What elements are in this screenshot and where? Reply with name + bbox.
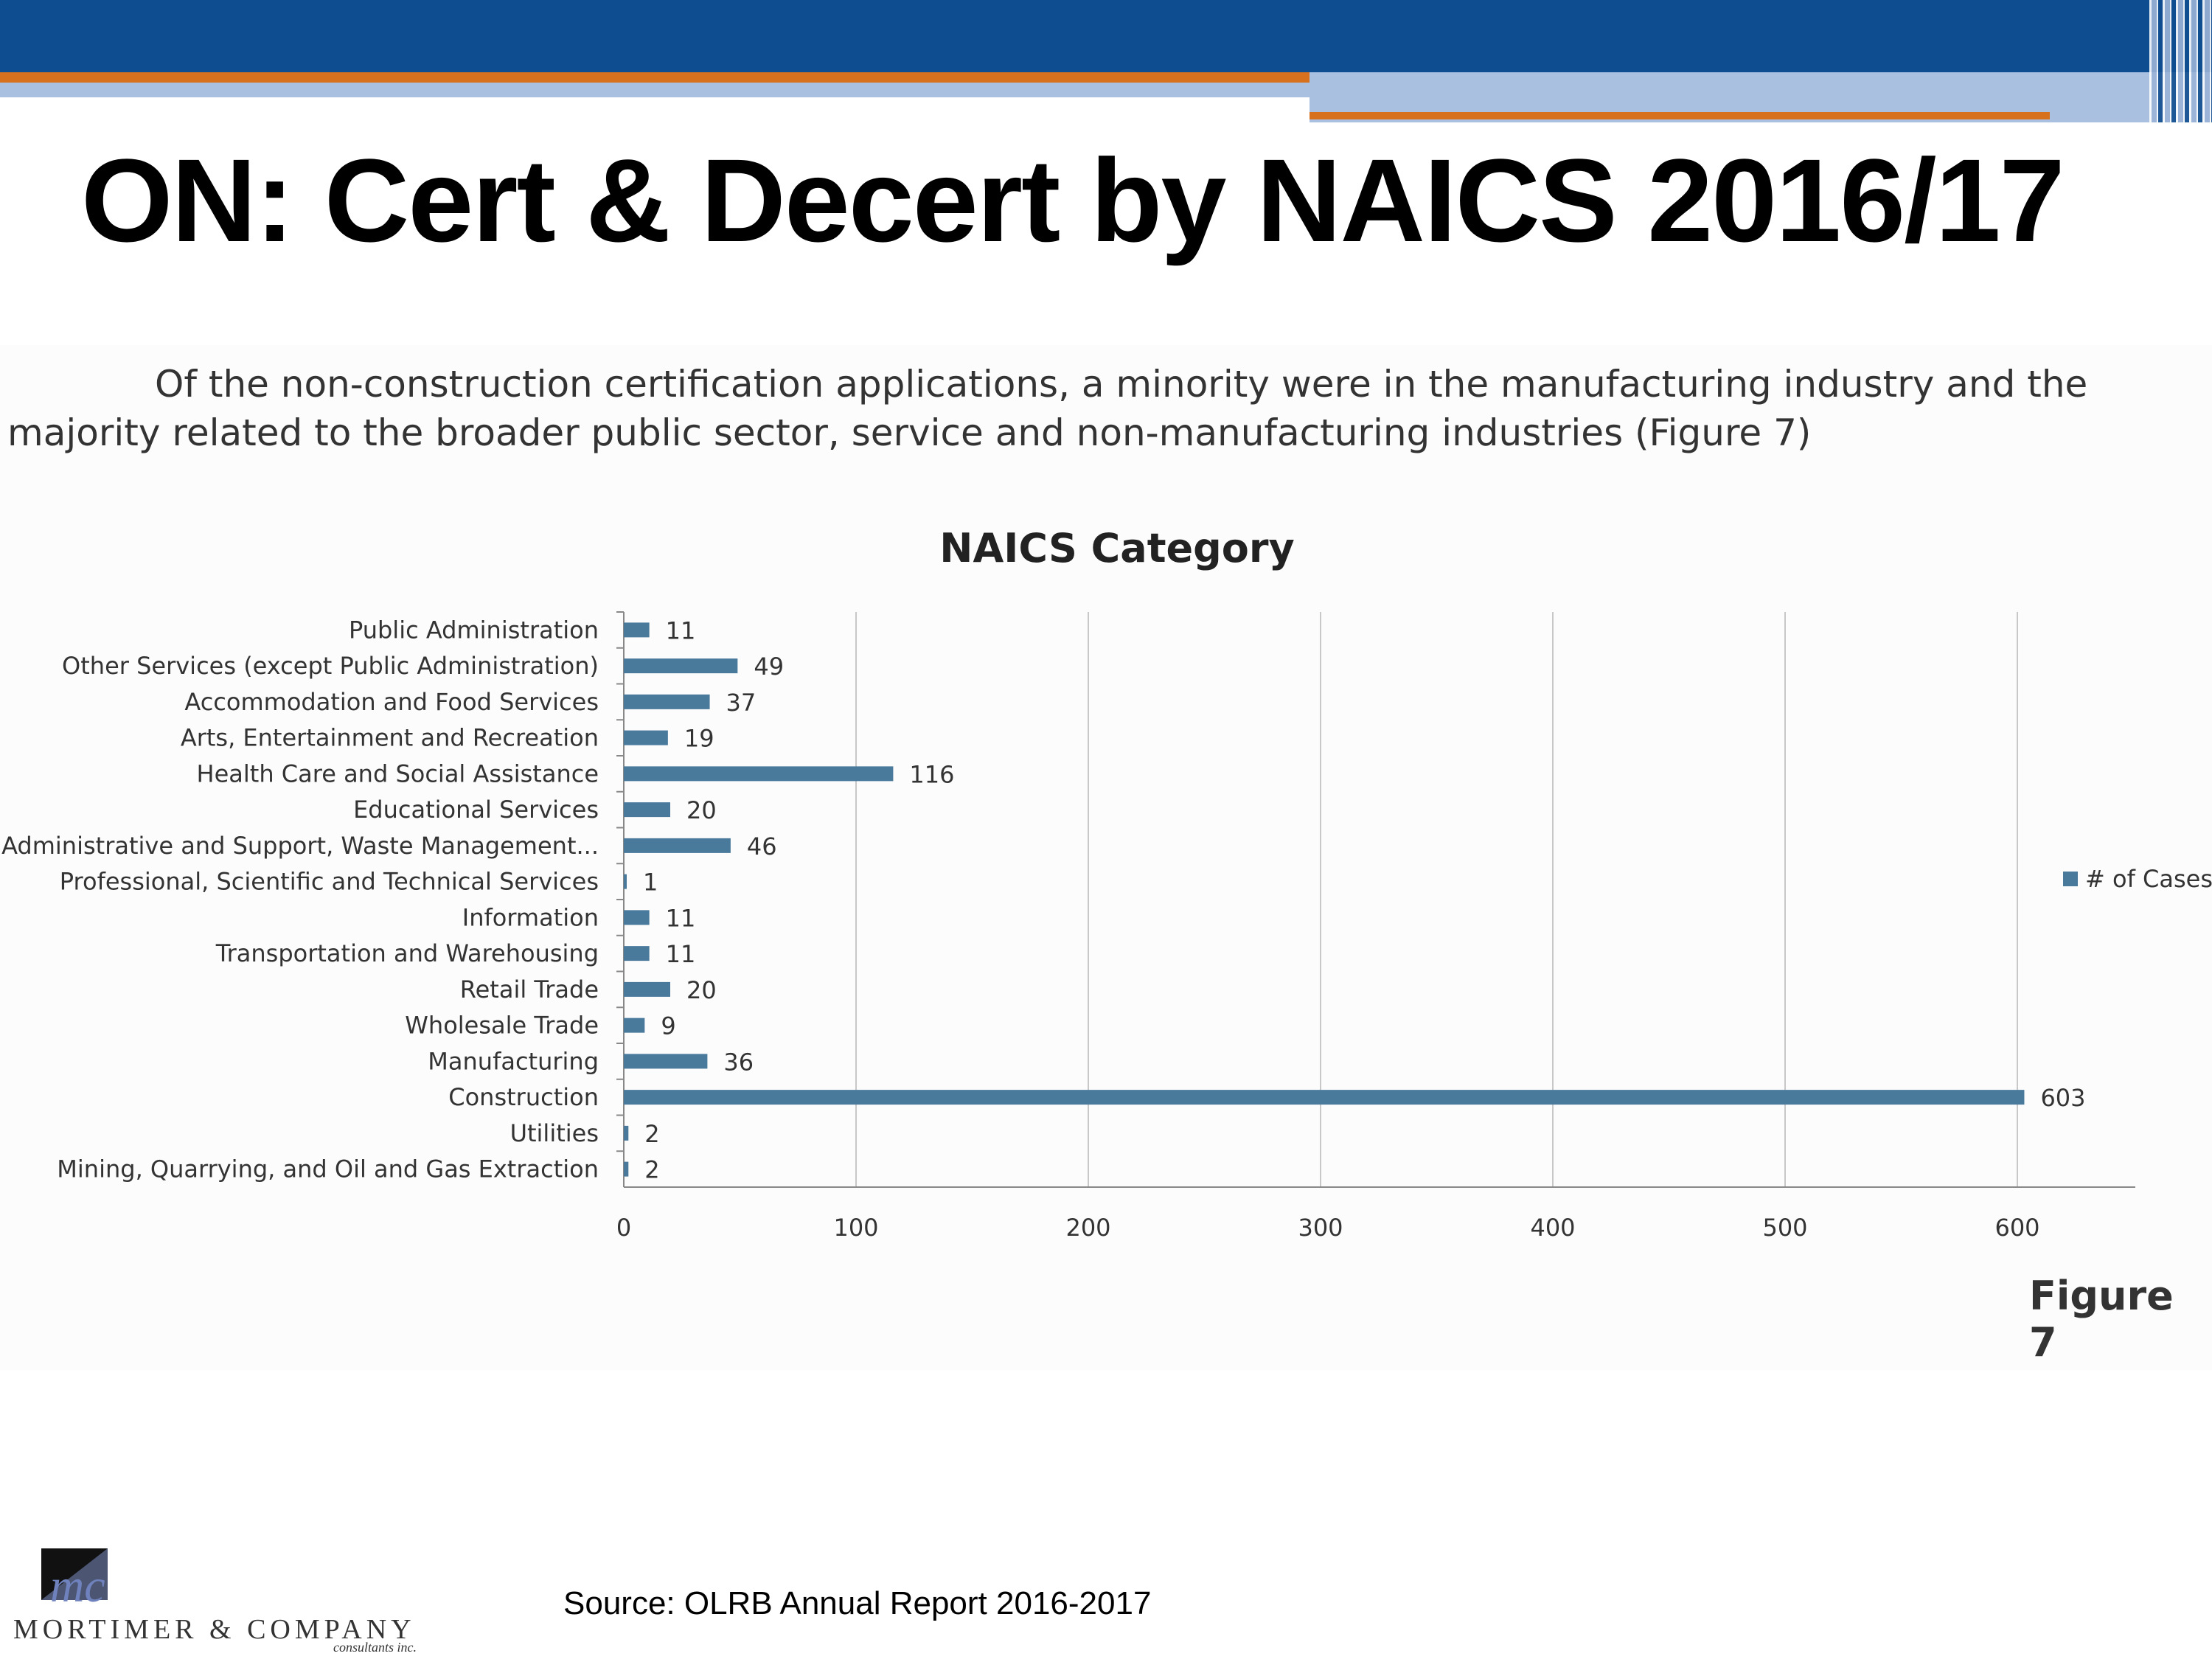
bar bbox=[624, 1090, 2025, 1105]
logo-company-name: MORTIMER & COMPANY bbox=[13, 1614, 416, 1645]
category-label: Utilities bbox=[510, 1119, 599, 1147]
bar bbox=[624, 730, 668, 745]
category-label: Retail Trade bbox=[460, 975, 599, 1004]
logo-monogram: mc bbox=[50, 1559, 105, 1612]
logo-swoosh bbox=[41, 1548, 108, 1600]
figure-label: Figure 7 bbox=[2029, 1273, 2174, 1366]
data-label: 20 bbox=[686, 796, 717, 824]
company-logo: mc bbox=[41, 1548, 108, 1612]
category-label: Transportation and Warehousing bbox=[215, 939, 599, 967]
intro-paragraph: Of the non-construction certification ap… bbox=[7, 363, 2088, 454]
data-label: 36 bbox=[723, 1048, 754, 1076]
x-tick-label: 600 bbox=[1994, 1214, 2039, 1242]
header-stripes bbox=[2149, 0, 2212, 122]
data-label: 37 bbox=[726, 689, 757, 717]
data-label: 46 bbox=[747, 832, 777, 860]
data-label: 19 bbox=[684, 725, 714, 753]
category-label: Educational Services bbox=[353, 796, 599, 824]
header-accent-line bbox=[0, 72, 1312, 83]
bar bbox=[624, 946, 650, 961]
bar bbox=[624, 802, 670, 818]
data-label: 20 bbox=[686, 976, 717, 1004]
data-label: 11 bbox=[666, 904, 696, 932]
category-label: Mining, Quarrying, and Oil and Gas Extra… bbox=[57, 1155, 599, 1183]
x-tick-label: 200 bbox=[1065, 1214, 1110, 1242]
bar bbox=[624, 910, 650, 925]
category-label: Professional, Scientific and Technical S… bbox=[60, 868, 599, 896]
source-note: Source: OLRB Annual Report 2016-2017 bbox=[563, 1585, 1152, 1621]
category-label: Other Services (except Public Administra… bbox=[62, 652, 599, 680]
legend-swatch bbox=[2063, 872, 2078, 886]
data-label: 11 bbox=[666, 616, 696, 644]
data-label: 11 bbox=[666, 940, 696, 968]
data-label: 2 bbox=[644, 1156, 659, 1184]
bar bbox=[624, 981, 670, 997]
data-label: 603 bbox=[2040, 1084, 2085, 1112]
data-label: 9 bbox=[661, 1012, 675, 1040]
category-label: Administrative and Support, Waste Manage… bbox=[1, 832, 599, 860]
bar bbox=[624, 1054, 708, 1069]
bar bbox=[624, 1018, 645, 1033]
bar bbox=[624, 1161, 629, 1177]
x-tick-label: 300 bbox=[1298, 1214, 1343, 1242]
data-label: 1 bbox=[643, 869, 658, 897]
header-right-accent bbox=[1310, 112, 2050, 119]
category-label: Information bbox=[462, 903, 599, 931]
category-label: Manufacturing bbox=[428, 1047, 599, 1075]
category-label: Health Care and Social Assistance bbox=[197, 759, 599, 787]
bar bbox=[624, 874, 627, 889]
bar bbox=[624, 766, 894, 782]
bar bbox=[624, 622, 650, 638]
data-label: 116 bbox=[909, 760, 954, 788]
category-label: Public Administration bbox=[349, 616, 599, 644]
category-label: Construction bbox=[448, 1083, 599, 1111]
chart-title: NAICS Category bbox=[939, 525, 1295, 571]
category-label: Wholesale Trade bbox=[405, 1012, 599, 1040]
category-label: Arts, Entertainment and Recreation bbox=[181, 724, 599, 752]
slide-title: ON: Cert & Decert by NAICS 2016/17 bbox=[81, 134, 2065, 266]
figure-panel bbox=[0, 345, 2212, 1370]
bar bbox=[624, 838, 731, 853]
data-label: 49 bbox=[754, 653, 784, 681]
category-label: Accommodation and Food Services bbox=[184, 688, 599, 716]
x-tick-label: 0 bbox=[616, 1214, 631, 1242]
logo-tagline: consultants inc. bbox=[333, 1640, 417, 1655]
legend-label: # of Cases bbox=[2085, 865, 2212, 893]
data-label: 2 bbox=[644, 1120, 659, 1148]
bar bbox=[624, 1125, 629, 1141]
x-tick-label: 100 bbox=[833, 1214, 878, 1242]
bar bbox=[624, 694, 710, 709]
header-bar bbox=[0, 0, 2212, 72]
x-tick-label: 500 bbox=[1762, 1214, 1807, 1242]
header-light-line bbox=[0, 83, 1312, 97]
x-tick-label: 400 bbox=[1530, 1214, 1575, 1242]
bar bbox=[624, 658, 738, 674]
